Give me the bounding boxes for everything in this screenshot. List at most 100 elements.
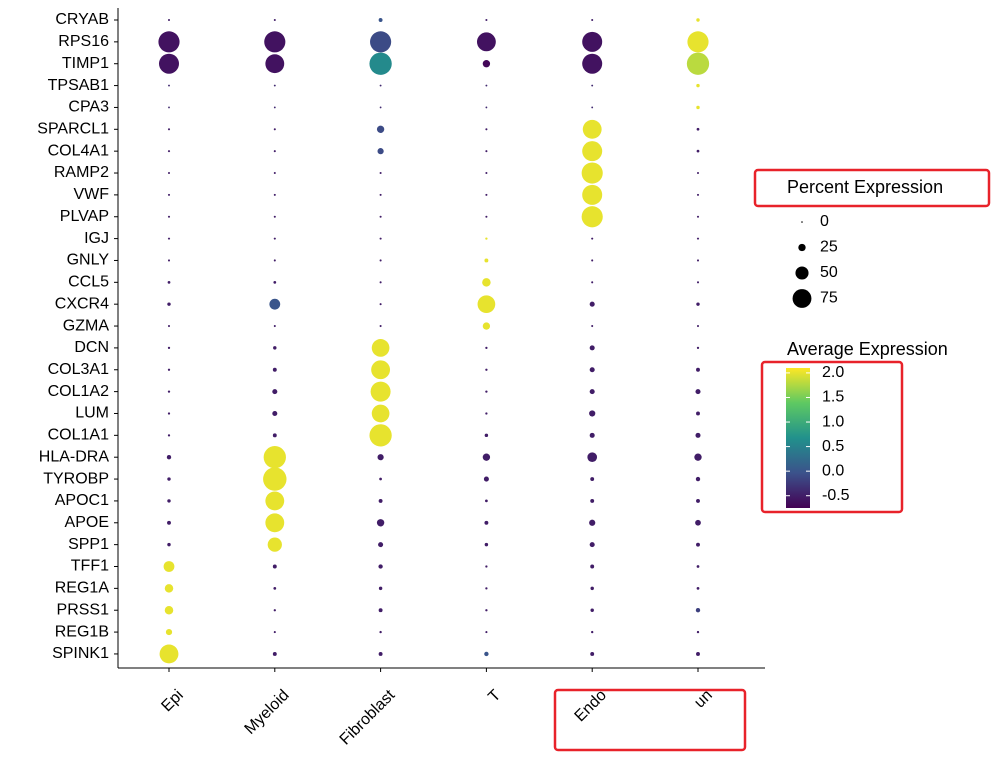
dot — [485, 215, 488, 218]
dot — [696, 586, 700, 590]
dot — [483, 476, 489, 482]
y-tick-label: LUM — [75, 405, 109, 422]
dot — [378, 608, 383, 613]
dot — [167, 171, 171, 175]
colorbar-label: 1.5 — [822, 389, 844, 406]
y-tick-label: APOE — [65, 514, 109, 531]
dot — [167, 259, 171, 262]
dot — [589, 542, 595, 548]
size-legend-dot — [795, 266, 809, 280]
dot — [696, 302, 700, 306]
dot — [587, 452, 598, 463]
dot — [591, 259, 594, 262]
dot — [167, 150, 171, 153]
y-tick-label: REG1A — [55, 580, 110, 597]
dot — [696, 325, 700, 328]
dot — [263, 446, 286, 469]
y-tick-label: SPP1 — [68, 536, 109, 553]
dot — [695, 608, 701, 613]
y-tick-label: IGJ — [84, 230, 109, 247]
dot — [369, 424, 392, 447]
y-tick-label: TIMP1 — [62, 55, 109, 72]
y-tick-label: REG1B — [55, 623, 109, 640]
dot — [591, 281, 594, 284]
y-tick-label: RPS16 — [58, 33, 109, 50]
size-legend-title: Percent Expression — [787, 177, 943, 197]
dot — [378, 18, 383, 22]
dot — [264, 31, 286, 53]
dot — [273, 325, 276, 328]
dot — [695, 432, 701, 438]
dot — [695, 476, 701, 482]
dot — [273, 215, 276, 218]
dot — [589, 389, 595, 395]
dot — [273, 280, 277, 284]
dot — [167, 368, 171, 371]
dot — [267, 537, 282, 552]
y-tick-label: VWF — [73, 186, 109, 203]
dot — [369, 52, 392, 75]
y-tick-label: TPSAB1 — [48, 77, 109, 94]
colorbar-label: -0.5 — [822, 487, 850, 504]
dot — [485, 609, 488, 612]
dot — [167, 520, 171, 525]
y-tick-label: PLVAP — [60, 208, 109, 225]
dot — [378, 498, 383, 503]
dot — [590, 477, 595, 482]
dot — [167, 325, 171, 328]
colorbar-label: 0.0 — [822, 462, 844, 479]
dot — [378, 586, 383, 591]
color-legend-title: Average Expression — [787, 339, 948, 359]
dot — [273, 346, 277, 350]
y-tick-label: COL1A1 — [48, 427, 109, 444]
dot — [696, 367, 700, 372]
dot — [273, 128, 276, 131]
y-tick-label: RAMP2 — [54, 164, 109, 181]
dot — [582, 141, 603, 162]
dot — [379, 237, 382, 240]
dot — [273, 84, 276, 87]
dot — [696, 193, 700, 196]
dot — [167, 128, 171, 131]
dot — [166, 455, 172, 460]
dot — [379, 477, 382, 481]
dot — [167, 434, 171, 437]
dot — [696, 18, 700, 22]
dot — [163, 561, 175, 572]
x-tick-label: Myeloid — [242, 687, 293, 738]
dot — [696, 630, 700, 634]
dot — [265, 54, 285, 74]
dot — [696, 565, 700, 568]
y-tick-label: TYROBP — [43, 470, 109, 487]
size-legend-dot — [798, 243, 806, 252]
dot — [273, 171, 276, 175]
dot — [159, 53, 179, 74]
y-tick-label: GNLY — [67, 252, 110, 269]
dot — [164, 584, 174, 593]
dot — [591, 18, 594, 22]
size-legend-label: 25 — [820, 239, 838, 256]
x-tick-label: Endo — [572, 687, 611, 726]
dot — [272, 651, 277, 656]
dot — [371, 360, 391, 380]
dot — [167, 542, 171, 547]
size-legend-label: 75 — [820, 290, 838, 307]
dot — [589, 519, 596, 526]
dot — [687, 31, 709, 53]
dot — [582, 119, 602, 139]
size-legend-label: 0 — [820, 213, 829, 230]
dot — [272, 410, 278, 417]
dot — [379, 630, 382, 634]
dot — [485, 565, 488, 568]
dot — [272, 367, 277, 372]
dot — [696, 105, 700, 110]
dot — [265, 513, 285, 533]
size-legend-dot — [801, 221, 803, 223]
dot — [696, 411, 700, 416]
dot — [377, 454, 384, 461]
dot — [265, 491, 285, 511]
dot — [581, 206, 603, 228]
dot — [696, 498, 700, 503]
dot — [379, 259, 382, 262]
